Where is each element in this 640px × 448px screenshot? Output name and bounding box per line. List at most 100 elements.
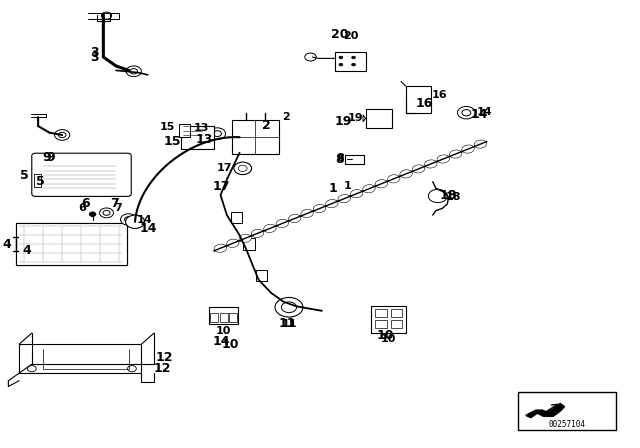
Polygon shape: [449, 150, 462, 158]
Text: 15: 15: [159, 122, 175, 132]
Text: 16: 16: [431, 90, 447, 100]
Bar: [209, 307, 238, 324]
Text: 3: 3: [90, 46, 99, 59]
Text: 14: 14: [477, 107, 493, 117]
Text: 5: 5: [20, 168, 29, 181]
Text: 18: 18: [445, 192, 461, 202]
Polygon shape: [388, 175, 400, 183]
Polygon shape: [526, 404, 564, 418]
Polygon shape: [437, 155, 449, 163]
Bar: [229, 313, 237, 322]
Bar: [256, 270, 268, 281]
Bar: [371, 306, 406, 333]
Polygon shape: [239, 234, 252, 242]
Bar: [391, 309, 403, 317]
Circle shape: [102, 12, 111, 19]
Circle shape: [120, 214, 137, 225]
Text: 8: 8: [336, 153, 344, 163]
Circle shape: [339, 63, 343, 66]
Text: 00257104: 00257104: [548, 420, 586, 429]
Bar: [518, 392, 616, 430]
Circle shape: [282, 302, 296, 313]
Bar: [16, 223, 127, 265]
Bar: [211, 313, 218, 322]
Circle shape: [275, 297, 303, 317]
Circle shape: [234, 162, 252, 175]
Text: 2: 2: [282, 112, 290, 122]
Text: 17: 17: [216, 164, 232, 173]
Circle shape: [90, 212, 96, 216]
Circle shape: [209, 128, 226, 139]
Bar: [335, 52, 365, 71]
Text: 6: 6: [81, 198, 90, 211]
Polygon shape: [264, 224, 276, 233]
FancyBboxPatch shape: [32, 153, 131, 196]
Bar: [375, 309, 387, 317]
Text: 16: 16: [415, 97, 433, 110]
Polygon shape: [214, 244, 227, 252]
Text: 4: 4: [23, 244, 31, 257]
Circle shape: [305, 53, 316, 61]
Text: 13: 13: [196, 133, 213, 146]
Polygon shape: [252, 229, 264, 237]
Text: 10: 10: [216, 326, 232, 336]
Text: 12: 12: [156, 351, 173, 364]
Circle shape: [58, 132, 66, 138]
Polygon shape: [351, 190, 363, 198]
Text: 20: 20: [331, 29, 348, 42]
Circle shape: [351, 63, 355, 66]
Text: 19: 19: [335, 115, 352, 128]
Circle shape: [428, 189, 447, 202]
Bar: [179, 124, 190, 137]
Circle shape: [100, 208, 113, 218]
Text: 9: 9: [42, 151, 51, 164]
Circle shape: [213, 131, 221, 137]
Circle shape: [28, 366, 36, 372]
Bar: [391, 320, 403, 328]
Text: 18: 18: [439, 189, 456, 202]
Circle shape: [126, 66, 141, 77]
Text: 10: 10: [221, 337, 239, 350]
Bar: [180, 125, 214, 149]
Bar: [243, 238, 255, 250]
Text: 14: 14: [212, 336, 230, 349]
Text: 2: 2: [262, 119, 271, 132]
Text: 15: 15: [164, 135, 181, 148]
Text: 14: 14: [471, 108, 488, 121]
Text: 1: 1: [328, 182, 337, 195]
Circle shape: [130, 69, 138, 74]
Text: 19: 19: [348, 113, 364, 124]
Polygon shape: [375, 180, 388, 188]
Polygon shape: [301, 210, 314, 218]
Circle shape: [351, 56, 355, 59]
Polygon shape: [412, 165, 425, 173]
Text: 6: 6: [78, 203, 86, 213]
Bar: [406, 86, 431, 113]
Bar: [345, 155, 364, 164]
Text: 12: 12: [154, 362, 172, 375]
Text: 11: 11: [281, 319, 297, 329]
Polygon shape: [289, 215, 301, 223]
Text: 14: 14: [137, 215, 152, 224]
Polygon shape: [326, 199, 338, 208]
Bar: [375, 320, 387, 328]
Bar: [365, 109, 392, 128]
Text: 4: 4: [3, 237, 12, 250]
Circle shape: [103, 211, 110, 215]
Circle shape: [462, 110, 471, 116]
Text: 11: 11: [278, 318, 296, 331]
Bar: [16, 223, 127, 265]
Polygon shape: [313, 204, 326, 213]
Circle shape: [238, 165, 247, 172]
Text: 8: 8: [335, 153, 344, 166]
Text: 10: 10: [381, 334, 396, 345]
Text: 10: 10: [376, 329, 394, 342]
Polygon shape: [276, 220, 289, 228]
Text: 14: 14: [140, 222, 157, 235]
Bar: [232, 121, 279, 154]
Text: 3: 3: [90, 51, 99, 64]
Bar: [220, 313, 227, 322]
Polygon shape: [400, 170, 412, 178]
Circle shape: [127, 366, 136, 372]
Circle shape: [458, 107, 475, 119]
